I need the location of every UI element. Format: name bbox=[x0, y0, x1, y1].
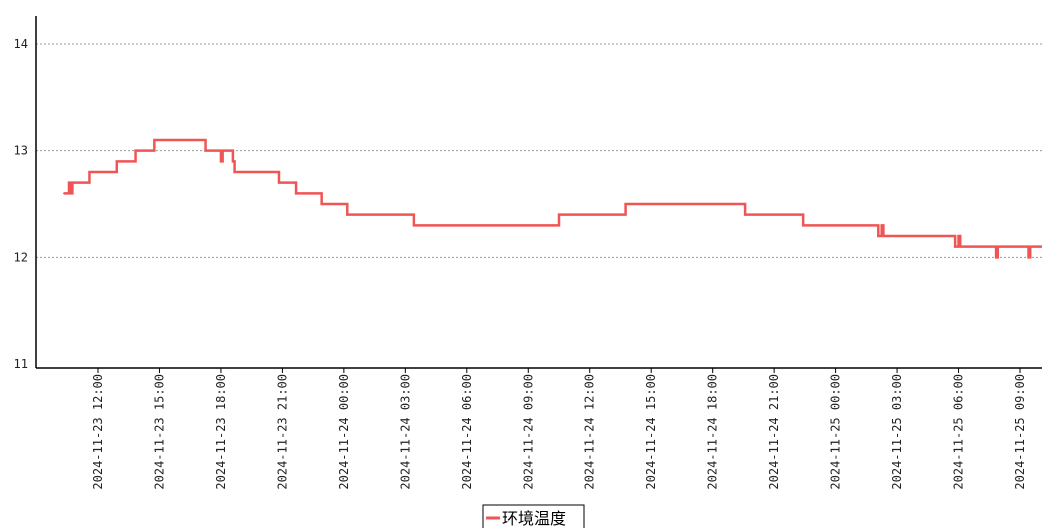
x-tick-label: 2024-11-25 09:00 bbox=[1013, 374, 1027, 490]
x-tick-label: 2024-11-23 18:00 bbox=[214, 374, 228, 490]
x-tick-label: 2024-11-24 03:00 bbox=[398, 374, 412, 490]
data-point bbox=[959, 245, 962, 248]
x-tick-label: 2024-11-23 21:00 bbox=[275, 374, 289, 490]
data-point bbox=[997, 245, 999, 248]
data-point bbox=[278, 181, 280, 184]
data-point bbox=[802, 224, 804, 227]
data-point bbox=[63, 192, 65, 195]
data-point bbox=[153, 139, 156, 141]
y-tick-label: 11 bbox=[14, 357, 28, 371]
y-tick-label: 13 bbox=[14, 144, 28, 158]
data-point bbox=[69, 192, 72, 195]
x-tick-label: 2024-11-24 15:00 bbox=[644, 374, 658, 490]
data-point bbox=[413, 224, 415, 227]
data-point bbox=[880, 224, 883, 227]
y-tick-label: 12 bbox=[14, 250, 28, 264]
data-point bbox=[204, 149, 207, 152]
data-point bbox=[221, 149, 224, 152]
x-tick-label: 2024-11-24 12:00 bbox=[583, 374, 597, 490]
data-point bbox=[744, 213, 746, 216]
x-tick-label: 2024-11-25 00:00 bbox=[829, 374, 843, 490]
data-point bbox=[556, 224, 559, 227]
x-tick-label: 2024-11-23 15:00 bbox=[152, 374, 166, 490]
data-point bbox=[995, 256, 997, 259]
data-point bbox=[233, 171, 236, 173]
data-point bbox=[71, 181, 74, 184]
x-tick-label: 2024-11-24 21:00 bbox=[767, 374, 781, 490]
y-tick-labels: 11 12 13 14 bbox=[14, 37, 28, 371]
data-point bbox=[954, 245, 956, 248]
legend: 环境温度 bbox=[482, 504, 585, 528]
data-point bbox=[1027, 256, 1030, 259]
x-tick-label: 2024-11-24 18:00 bbox=[706, 374, 720, 490]
data-point bbox=[295, 192, 297, 195]
x-tick-labels: 2024-11-23 12:00 2024-11-23 15:00 2024-11-… bbox=[91, 368, 1027, 490]
data-point bbox=[882, 235, 885, 237]
data-point bbox=[414, 224, 417, 227]
series-line bbox=[63, 138, 1042, 259]
legend-box bbox=[482, 504, 585, 528]
data-point bbox=[232, 160, 234, 163]
x-tick-label: 2024-11-24 06:00 bbox=[460, 374, 474, 490]
y-tick-label: 14 bbox=[14, 37, 28, 51]
data-point bbox=[257, 171, 260, 173]
x-tick-label: 2024-11-25 03:00 bbox=[890, 374, 904, 490]
axes bbox=[35, 16, 1042, 369]
series-lines bbox=[63, 138, 1042, 259]
data-point bbox=[957, 235, 960, 237]
data-point bbox=[134, 149, 137, 152]
data-point bbox=[88, 171, 91, 173]
data-point bbox=[877, 235, 880, 237]
data-point bbox=[225, 149, 227, 152]
data-point bbox=[346, 213, 349, 216]
data-point bbox=[255, 171, 258, 173]
data-point bbox=[624, 203, 627, 205]
data-point bbox=[348, 213, 350, 216]
x-tick-label: 2024-11-25 06:00 bbox=[952, 374, 966, 490]
data-point bbox=[220, 160, 222, 163]
x-tick-label: 2024-11-24 09:00 bbox=[521, 374, 535, 490]
x-tick-label: 2024-11-24 00:00 bbox=[337, 374, 351, 490]
data-point bbox=[68, 181, 70, 184]
data-point bbox=[1029, 245, 1032, 248]
data-point bbox=[558, 213, 560, 216]
legend-label: 环境温度 bbox=[502, 509, 566, 528]
data-point bbox=[115, 160, 118, 163]
data-point bbox=[320, 203, 323, 205]
x-tick-label: 2024-11-23 12:00 bbox=[91, 374, 105, 490]
